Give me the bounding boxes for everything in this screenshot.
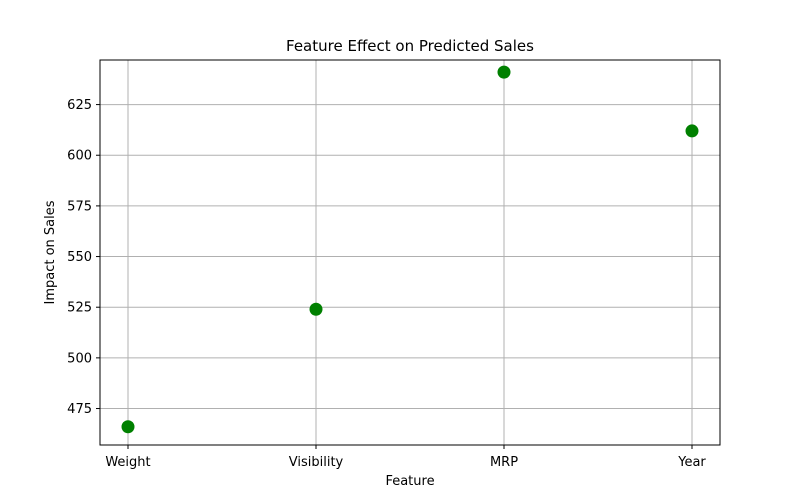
plot-area-frame bbox=[99, 59, 721, 446]
x-tick-label: Visibility bbox=[289, 455, 344, 470]
data-point bbox=[309, 302, 323, 316]
y-tick-label: 525 bbox=[67, 301, 92, 316]
y-tick-label: 600 bbox=[67, 149, 92, 164]
y-tick-label: 475 bbox=[67, 402, 92, 417]
data-point bbox=[685, 124, 699, 138]
data-point bbox=[497, 65, 511, 79]
y-tick-label: 500 bbox=[67, 351, 92, 366]
x-tick-label: MRP bbox=[490, 455, 518, 470]
ticks-layer: 475 500 525 550 575 600 625 Weight Visibility MRP… bbox=[67, 98, 706, 470]
chart-title: Feature Effect on Predicted Sales bbox=[286, 37, 534, 55]
y-axis-label: Impact on Sales bbox=[43, 200, 58, 304]
y-tick-label: 575 bbox=[67, 199, 92, 214]
grid-layer bbox=[100, 60, 720, 445]
y-tick-label: 550 bbox=[67, 250, 92, 265]
points-layer bbox=[121, 65, 699, 434]
x-axis-label: Feature bbox=[385, 474, 434, 489]
x-tick-label: Year bbox=[677, 455, 706, 470]
y-tick-label: 625 bbox=[67, 98, 92, 113]
data-point bbox=[121, 420, 135, 434]
x-tick-label: Weight bbox=[105, 455, 150, 470]
